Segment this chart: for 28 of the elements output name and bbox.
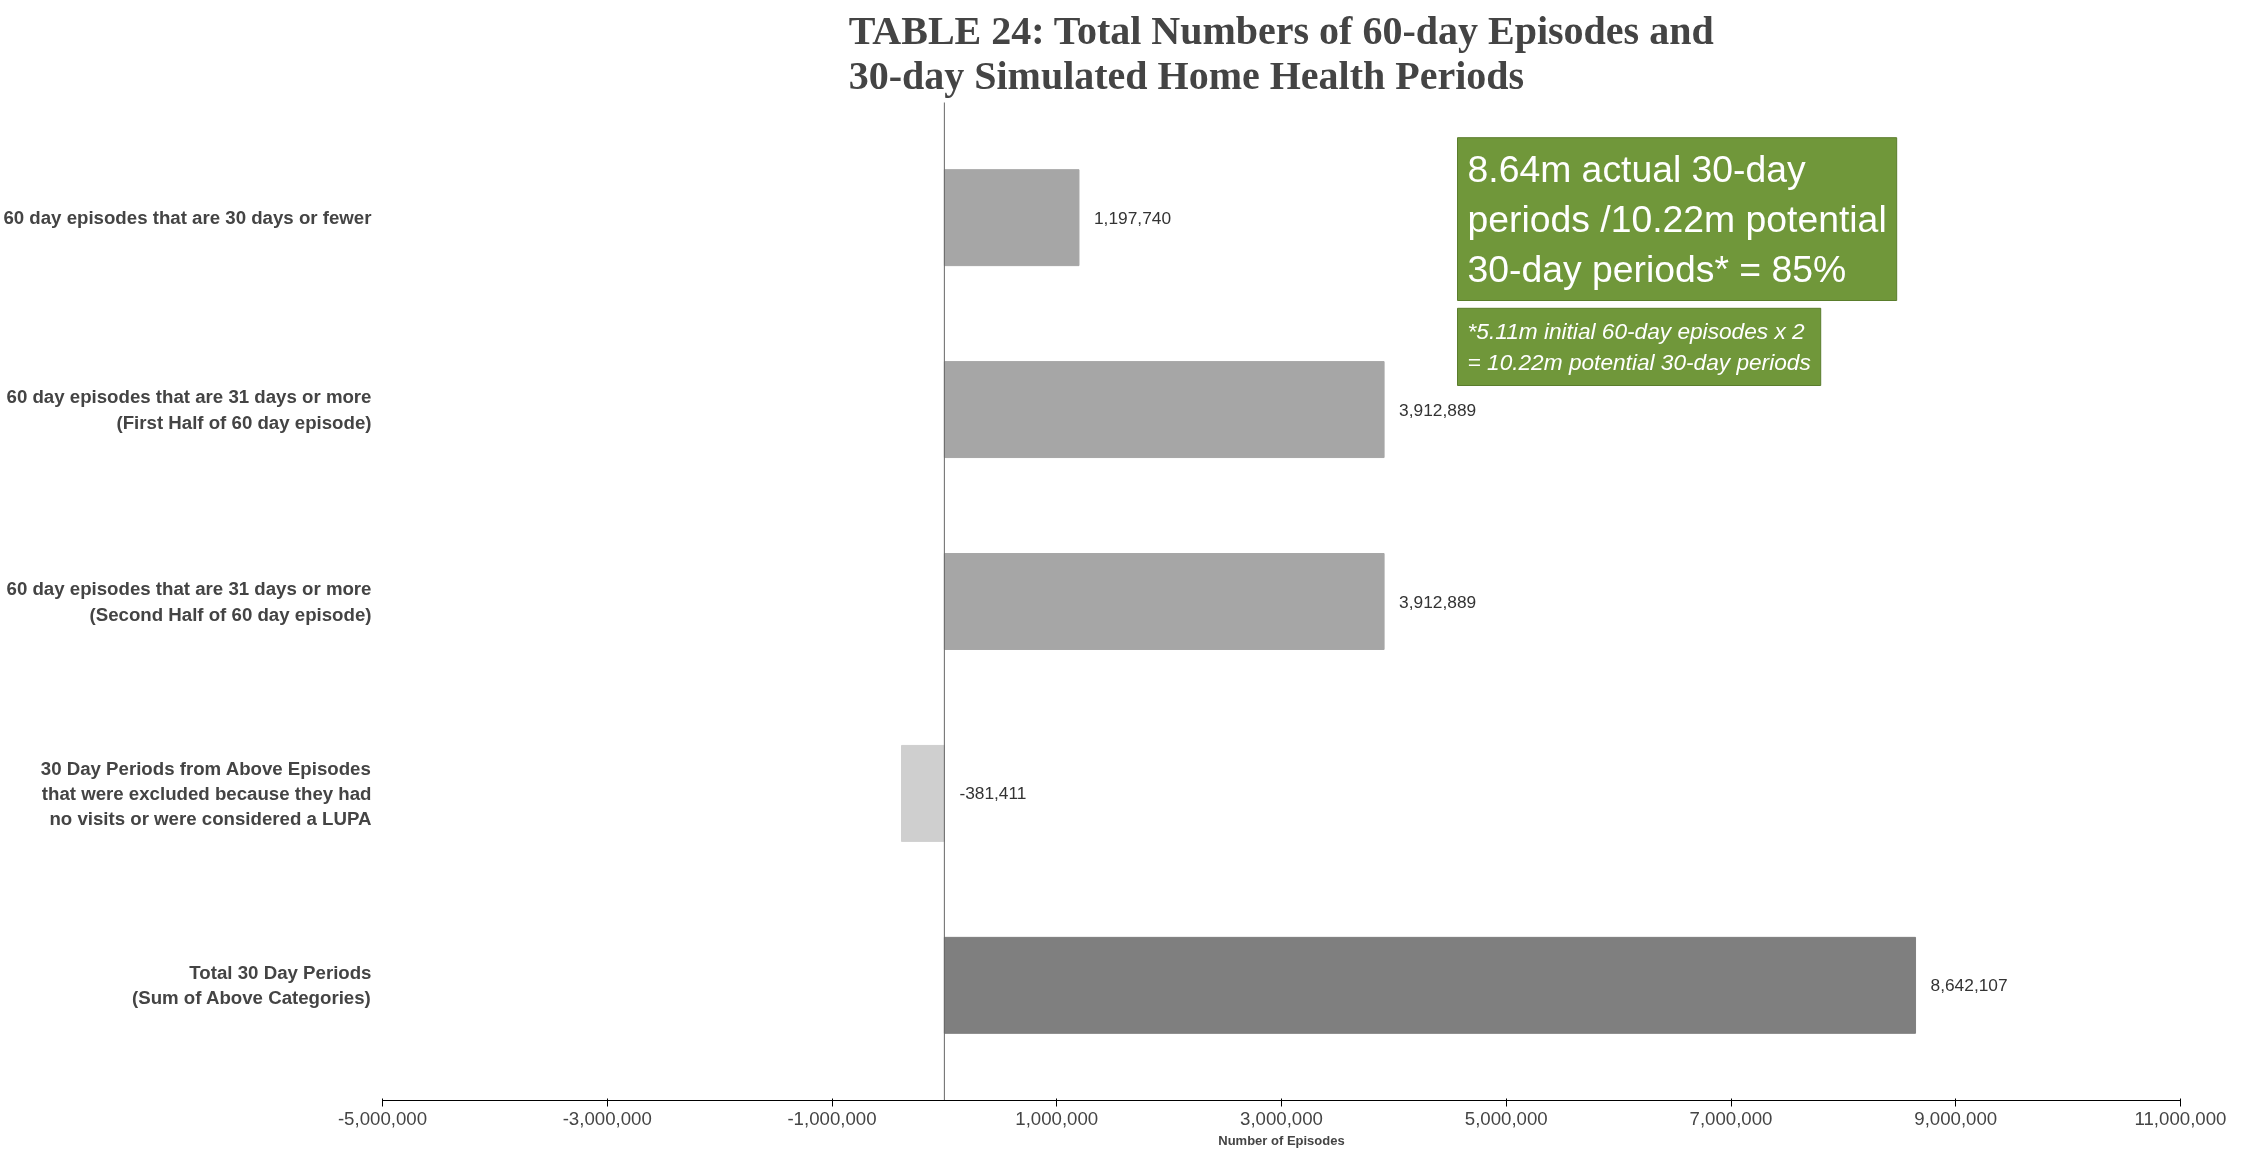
x-tick-label: 11,000,000 bbox=[2134, 1107, 2227, 1129]
bar bbox=[943, 936, 1917, 1034]
bar bbox=[943, 169, 1080, 267]
bar bbox=[943, 361, 1385, 459]
bar bbox=[943, 553, 1385, 650]
data-label: 3,912,889 bbox=[1399, 399, 1477, 420]
chart-title: TABLE 24: Total Numbers of 60-day Episodes and 30-day Simulated Home Health Periods bbox=[848, 7, 1714, 98]
y-tick-label: Total 30 Day Periods (Sum of Above Categories) bbox=[132, 962, 372, 1009]
data-label: 3,912,889 bbox=[1399, 591, 1477, 612]
data-label: -381,411 bbox=[959, 783, 1027, 804]
x-tick-label: 3,000,000 bbox=[1240, 1107, 1323, 1129]
annotation: 8.64m actual 30-day periods /10.22m potential 30-day periods* = 85% bbox=[1467, 147, 1887, 291]
x-tick-label: 1,000,000 bbox=[1015, 1107, 1099, 1129]
x-tick-label: 9,000,000 bbox=[1914, 1107, 1998, 1129]
y-tick-label: 30 Day Periods from Above Episodes that were excluded because they had no visits or were considered a LUPA bbox=[40, 757, 372, 830]
data-label: 1,197,740 bbox=[1093, 207, 1172, 228]
x-tick-label: -5,000,000 bbox=[337, 1107, 428, 1129]
y-tick-label: 60 day episodes that are 31 days or more (Second Half of 60 day episode) bbox=[6, 578, 372, 625]
y-tick-label: 60 day episodes that are 30 days or fewer bbox=[3, 207, 372, 229]
x-tick-label: 5,000,000 bbox=[1464, 1107, 1548, 1129]
data-label: 8,642,107 bbox=[1930, 975, 2008, 996]
y-tick-label: 60 day episodes that are 31 days or more (First Half of 60 day episode) bbox=[6, 386, 372, 433]
x-tick-label: 7,000,000 bbox=[1689, 1107, 1773, 1129]
x-tick-label: -1,000,000 bbox=[787, 1107, 877, 1129]
x-axis-title: Number of Episodes bbox=[1218, 1132, 1345, 1148]
bar bbox=[901, 744, 945, 842]
x-tick-label: -3,000,000 bbox=[562, 1107, 652, 1129]
annotation: *5.11m initial 60-day episodes x 2 = 10.22m potential 30-day periods bbox=[1467, 318, 1811, 376]
